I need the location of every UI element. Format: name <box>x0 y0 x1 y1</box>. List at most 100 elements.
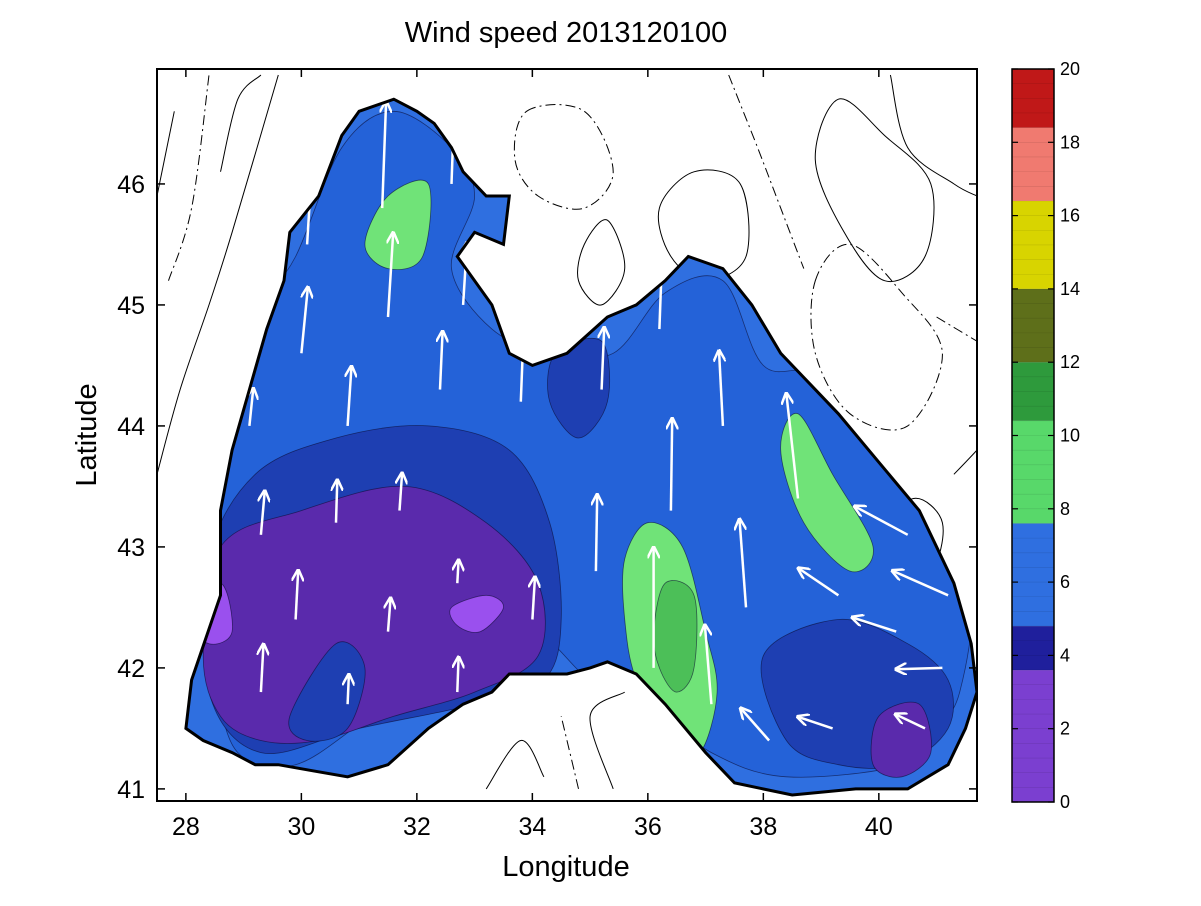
colorbar-tick-label: 16 <box>1060 206 1080 226</box>
x-tick-label: 30 <box>287 813 315 841</box>
wind-vector <box>300 287 308 354</box>
colorbar-bands <box>1012 68 1054 803</box>
y-tick-label: 44 <box>117 413 145 441</box>
pressure-contour <box>168 74 210 281</box>
coastline <box>184 97 977 797</box>
x-tick-label: 36 <box>634 813 662 841</box>
y-tick-label: 43 <box>117 534 145 562</box>
colorbar-tick-label: 2 <box>1060 719 1070 739</box>
wind-vector <box>521 335 524 402</box>
y-axis: 41 42 43 44 45 46 <box>117 171 977 804</box>
y-tick-label: 42 <box>117 655 145 683</box>
colorbar-ticks: 0 2 4 6 8 10 12 14 16 18 20 <box>1012 59 1080 812</box>
wind-vector <box>388 233 393 318</box>
wind-speed-region <box>870 701 932 778</box>
pressure-contour <box>485 740 545 790</box>
wind-speed-region <box>288 641 366 742</box>
chart-title: Wind speed 2013120100 <box>405 17 727 49</box>
wind-vector <box>895 714 926 730</box>
x-axis-label: Longitude <box>502 851 629 883</box>
wind-speed-region <box>653 580 698 693</box>
wind-vector <box>463 243 467 305</box>
pressure-contour <box>157 111 175 197</box>
wind-vector <box>296 570 299 620</box>
pressure-contour <box>953 449 977 475</box>
colorbar: 0 2 4 6 8 10 12 14 16 18 20 <box>1011 59 1080 812</box>
wind-vector <box>261 644 264 693</box>
wind-vector <box>400 473 403 511</box>
pressure-contour <box>513 104 614 210</box>
wind-speed-region <box>449 594 504 633</box>
wind-vector <box>249 388 253 427</box>
colorbar-tick-label: 18 <box>1060 132 1080 152</box>
pressure-contour <box>577 219 626 306</box>
wind-vector <box>659 258 662 330</box>
y-axis-label: Latitude <box>71 383 103 486</box>
y-tick-label: 45 <box>117 292 145 320</box>
colorbar-tick-label: 0 <box>1060 792 1070 812</box>
colorbar-band <box>1012 288 1054 363</box>
wind-speed-region <box>547 337 610 439</box>
x-tick-label: 28 <box>172 813 200 841</box>
pressure-contour-layer <box>157 74 977 790</box>
wind-vector <box>596 494 597 572</box>
wind-vector <box>440 331 443 390</box>
pressure-contour <box>814 98 935 282</box>
wind-vector <box>892 571 949 597</box>
wind-vector <box>261 491 265 535</box>
pressure-contour <box>657 169 750 282</box>
wind-vector <box>852 617 897 633</box>
colorbar-band <box>1012 626 1054 671</box>
colorbar-band <box>1012 420 1054 524</box>
wind-vector <box>336 480 337 523</box>
colorbar-band <box>1012 127 1054 201</box>
y-tick-label: 41 <box>117 776 145 804</box>
wind-vector <box>348 674 349 705</box>
wind-vector <box>705 625 713 705</box>
wind-vector <box>786 393 800 499</box>
colorbar-tick-label: 20 <box>1060 59 1080 79</box>
pressure-contour <box>728 74 805 269</box>
wind-vector <box>854 506 909 536</box>
pressure-contour <box>157 74 279 475</box>
colorbar-tick-label: 14 <box>1060 279 1080 299</box>
wind-vector <box>532 577 535 620</box>
x-tick-label: 40 <box>865 813 893 841</box>
pressure-contour <box>889 74 977 197</box>
pressure-contour <box>560 716 579 790</box>
wind-speed-region <box>364 179 432 270</box>
x-tick-label: 32 <box>403 813 431 841</box>
wind-vector <box>740 519 748 608</box>
colorbar-tick-label: 4 <box>1060 645 1070 665</box>
y-tick-label: 46 <box>117 171 145 199</box>
pressure-contour <box>220 74 262 172</box>
colorbar-tick-label: 8 <box>1060 499 1070 519</box>
wind-vector <box>348 366 352 426</box>
plot-frame <box>156 68 978 802</box>
pressure-contour <box>589 691 625 790</box>
colorbar-band <box>1012 523 1054 627</box>
colorbar-tick-label: 6 <box>1060 572 1070 592</box>
colorbar-band <box>1012 200 1054 289</box>
wind-vector <box>388 598 391 632</box>
wind-vector <box>382 102 386 209</box>
wind-vector <box>457 657 458 693</box>
wind-vector <box>896 668 943 669</box>
pressure-contour <box>936 316 977 342</box>
wind-speed-region <box>202 485 546 744</box>
x-axis: 28 30 32 34 36 38 40 <box>172 69 893 841</box>
wind-vector <box>741 708 771 742</box>
wind-vector <box>798 568 840 597</box>
wind-vector-layer <box>249 102 949 742</box>
wind-speed-region <box>780 413 874 573</box>
wind-vector <box>798 717 833 730</box>
colorbar-band <box>1012 69 1054 128</box>
wind-vector <box>457 560 458 584</box>
wind-vector <box>602 327 605 390</box>
plot-area <box>157 69 977 801</box>
x-tick-label: 34 <box>518 813 546 841</box>
colorbar-band <box>1012 362 1054 421</box>
colorbar-band <box>1012 670 1054 802</box>
